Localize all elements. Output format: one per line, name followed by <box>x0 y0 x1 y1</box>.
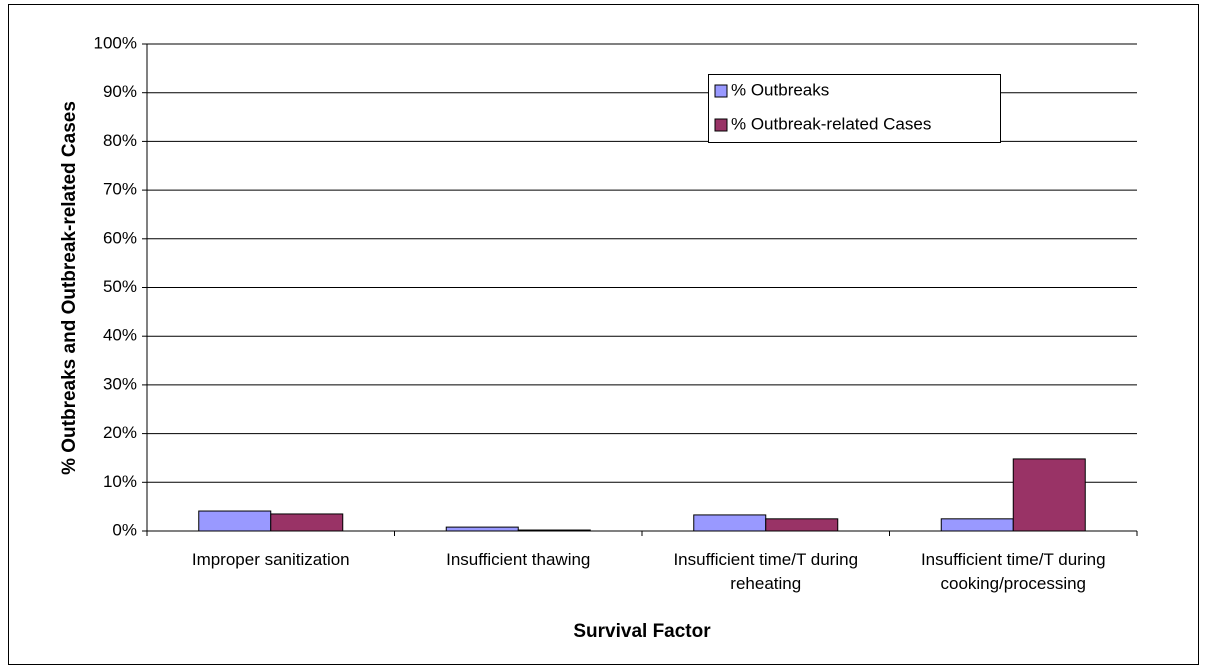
bar <box>198 510 272 532</box>
bar <box>693 514 767 532</box>
legend-box <box>708 74 1001 143</box>
bar <box>940 518 1014 532</box>
x-tick-label: Insufficient thawing <box>446 550 591 569</box>
bar <box>517 529 591 532</box>
bar <box>765 518 839 532</box>
y-tick-label: 90% <box>103 82 137 101</box>
y-tick-label: 40% <box>103 326 137 345</box>
y-tick-label: 60% <box>103 228 137 247</box>
x-tick-label: Insufficient time/T during cooking/proce… <box>920 550 1106 593</box>
y-axis-title: % Outbreaks and Outbreak-related Cases <box>59 101 80 475</box>
x-axis-title: Survival Factor <box>573 621 711 642</box>
legend-swatch <box>714 118 728 132</box>
bar <box>270 513 344 532</box>
y-tick-label: 70% <box>103 180 137 199</box>
y-tick-label: 100% <box>94 33 137 52</box>
y-tick-label: 0% <box>112 520 137 539</box>
legend-label: % Outbreaks <box>731 80 829 99</box>
y-tick-label: 50% <box>103 277 137 296</box>
legend-swatch <box>714 84 728 98</box>
y-tick-label: 10% <box>103 472 137 491</box>
bar <box>445 526 519 532</box>
x-tick-label: Improper sanitization <box>191 550 350 569</box>
x-tick-label: Insufficient time/T during reheating <box>673 550 859 593</box>
y-tick-label: 80% <box>103 131 137 150</box>
y-tick-label: 30% <box>103 374 137 393</box>
bar <box>1012 458 1086 532</box>
legend-label: % Outbreak-related Cases <box>731 114 931 133</box>
y-tick-label: 20% <box>103 423 137 442</box>
